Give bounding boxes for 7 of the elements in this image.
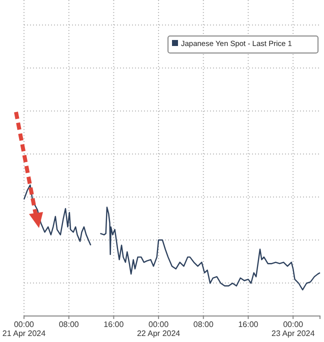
x-tick-label: 16:00 <box>238 320 259 329</box>
x-tick-label: 16:00 <box>104 320 124 329</box>
x-tick-label: 00:00 22 Apr 2024 <box>136 320 181 338</box>
x-tick-label: 08:00 <box>58 320 80 329</box>
x-tick-label: 08:00 <box>193 320 214 329</box>
x-tick-label: 00:00 21 Apr 2024 <box>2 320 46 338</box>
x-tick-label: 00:00 23 Apr 2024 <box>272 320 316 338</box>
